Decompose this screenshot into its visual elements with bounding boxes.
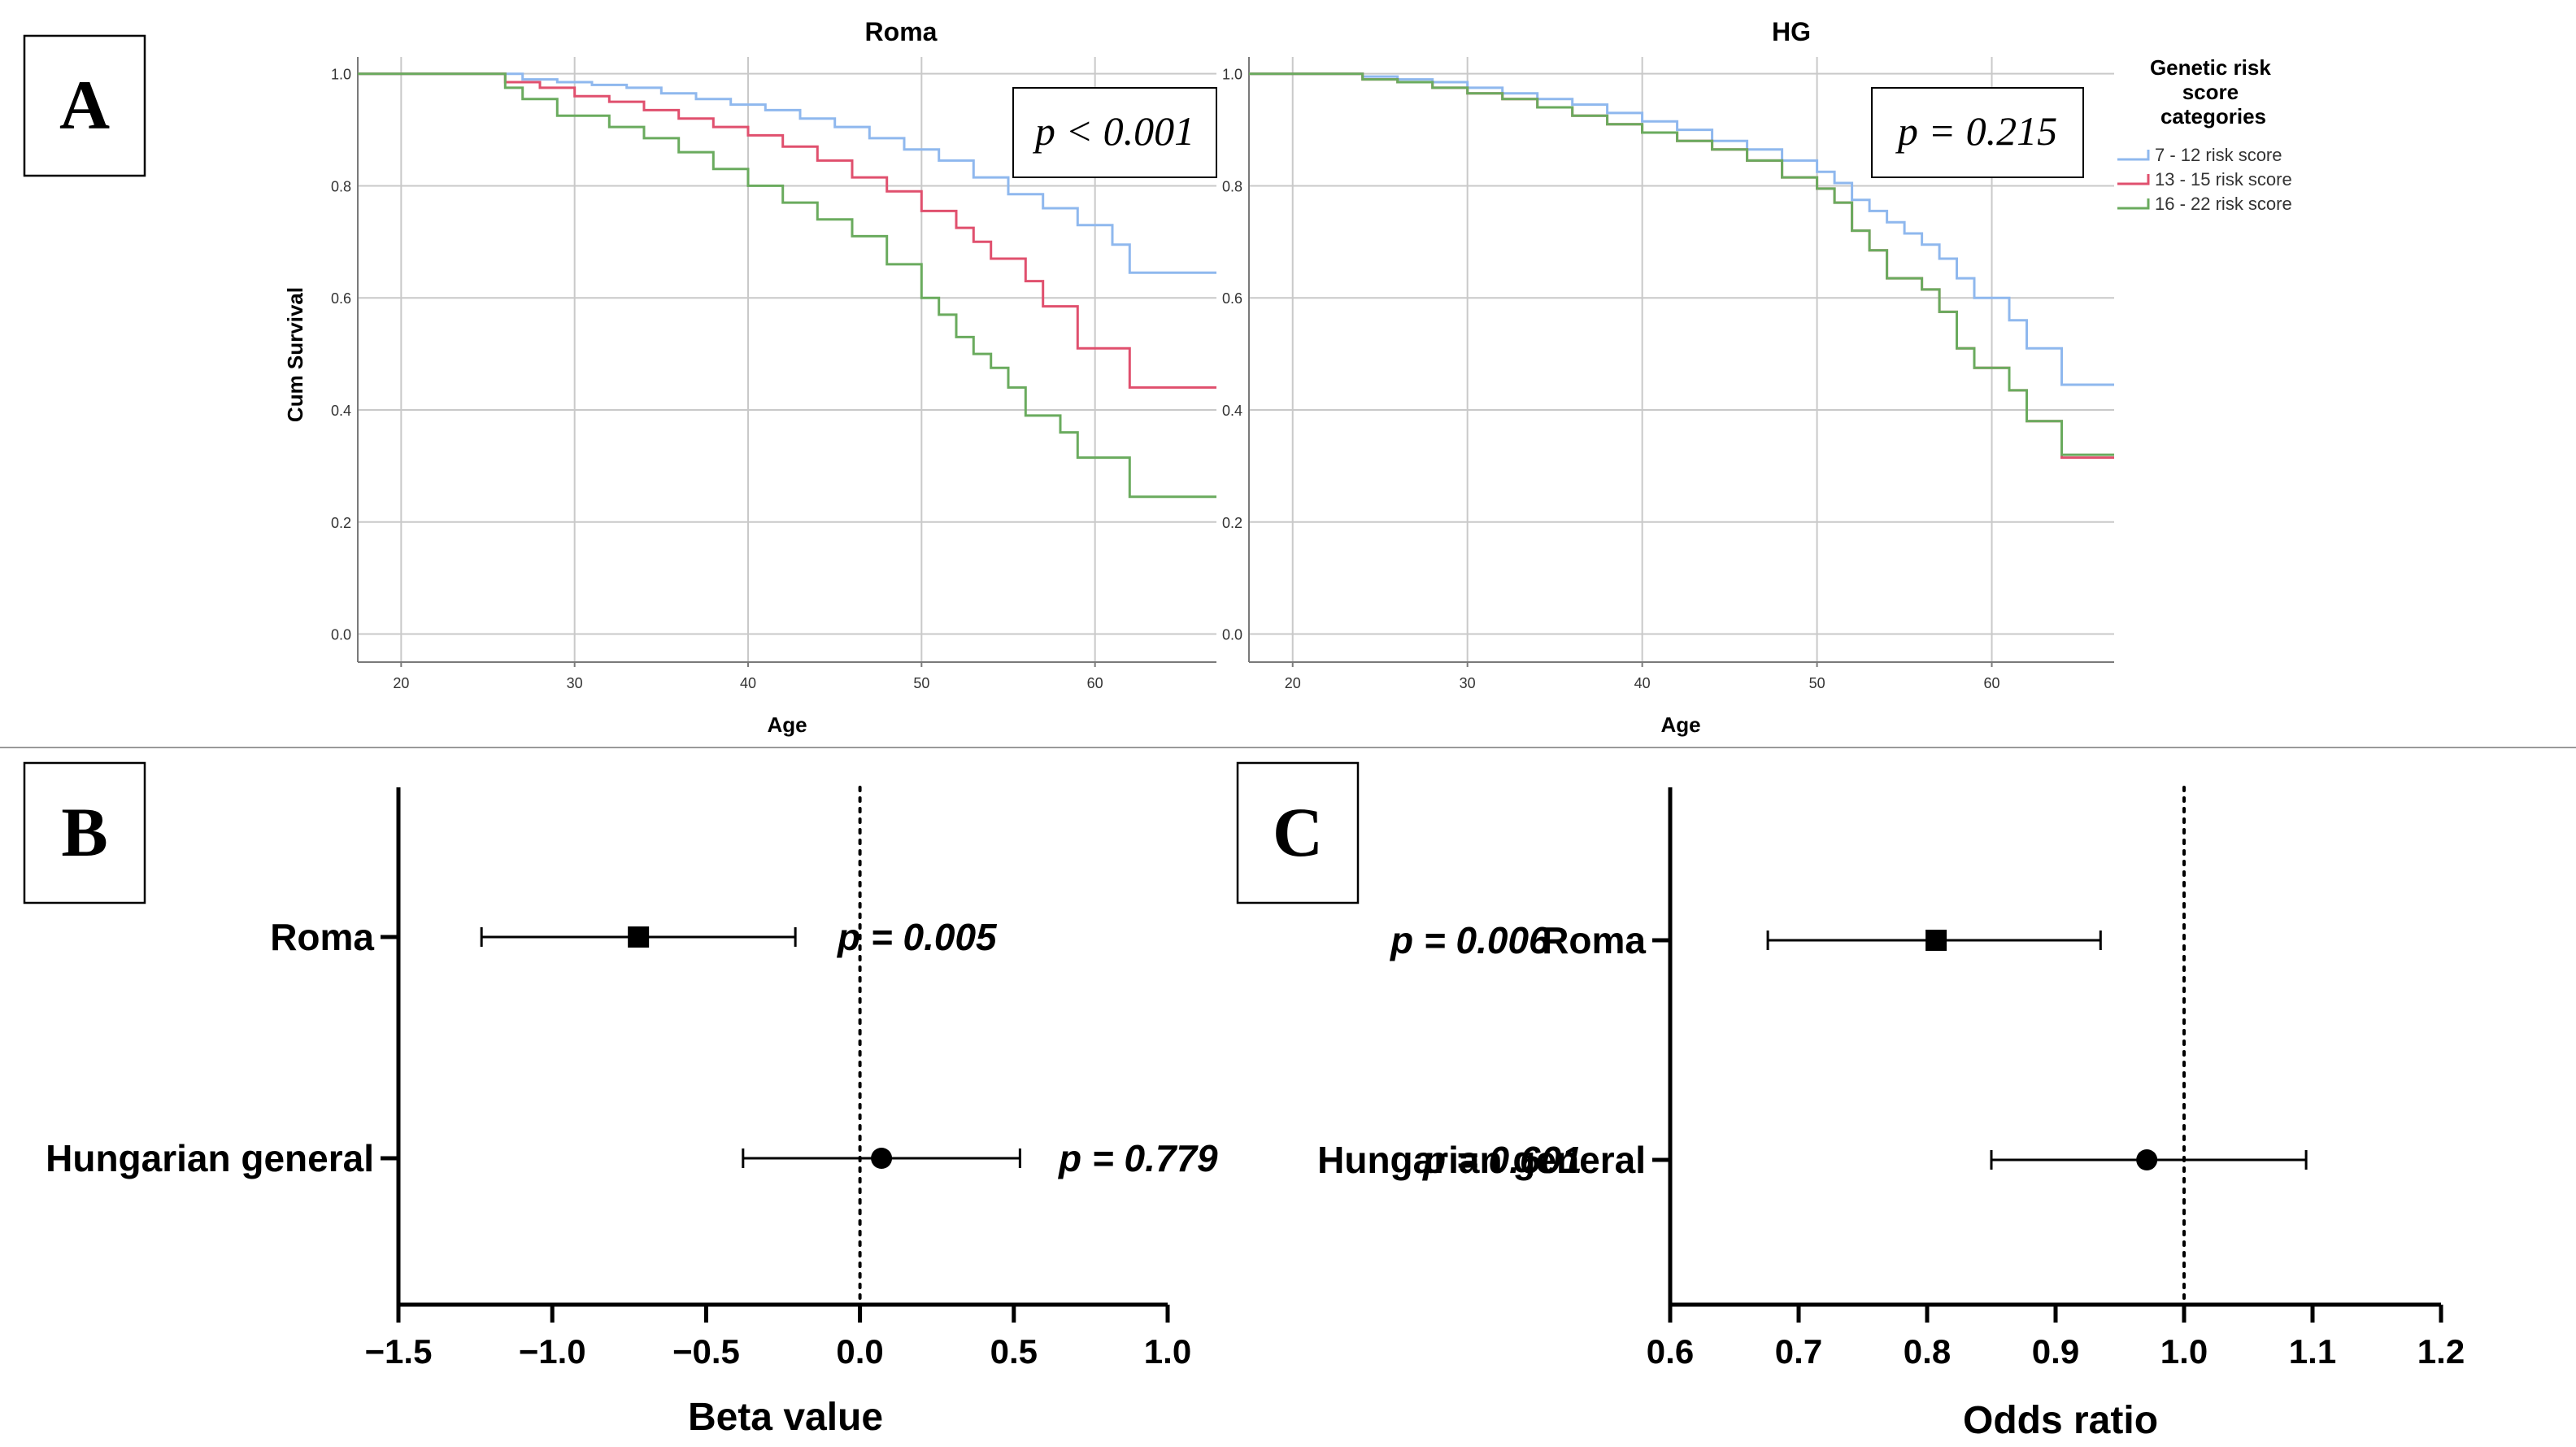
km-roma-grid — [357, 57, 1216, 663]
panel-c-label: C — [1273, 793, 1323, 871]
panel-b-label: B — [61, 793, 107, 871]
km-hg-ticks: 0.0 0.2 0.4 0.6 0.8 1.0 20 30 40 50 60 — [1222, 67, 2000, 691]
forest-point-square — [628, 926, 650, 948]
km-xtick-label: 40 — [1634, 675, 1651, 691]
km-hg-grid — [1248, 57, 2114, 663]
panel-a-label-box — [23, 34, 146, 177]
forest-point-circle — [871, 1148, 893, 1169]
km-ytick-label: 0.2 — [1222, 515, 1242, 531]
forest-or-ticks: 0.6 0.7 0.8 0.9 1.0 1.1 1.2 — [1647, 938, 2465, 1371]
legend-title: Genetic risk score categories — [2150, 55, 2277, 129]
km-hg-pvalue: p = 0.215 — [1895, 108, 2057, 154]
forest-p-value: p = 0.006 — [1389, 919, 1550, 961]
forest-beta-axes — [396, 786, 1168, 1307]
panel-b-label-box — [23, 761, 146, 904]
forest-xtick-label: 0.5 — [990, 1332, 1038, 1371]
forest-xtick-label: −1.5 — [365, 1332, 433, 1371]
forest-xtick-label: 1.0 — [1144, 1332, 1191, 1371]
panel-b: B Roma p = 0.005 Hungarian general p = 0.77… — [23, 761, 1218, 1439]
km-ytick-label: 0.6 — [331, 290, 351, 307]
km-roma-chart: Roma 0.0 0.2 0.4 0.6 0.8 1.0 20 30 40 50 60 p < 0.… — [283, 17, 1217, 737]
forest-beta-xlabel: Beta value — [688, 1396, 883, 1439]
panel-a-label: A — [59, 66, 110, 144]
km-roma-title: Roma — [865, 17, 938, 46]
forest-xtick-label: 0.8 — [1904, 1332, 1951, 1371]
forest-point-circle — [2136, 1149, 2158, 1170]
km-curve-high — [1249, 72, 2114, 456]
forest-p-value: p = 0.779 — [1057, 1137, 1218, 1179]
km-ytick-label: 1.0 — [331, 67, 351, 83]
forest-xtick-label: 0.0 — [836, 1332, 883, 1371]
km-hg-pvalue-box — [1871, 87, 2084, 178]
forest-xtick-label: 0.6 — [1647, 1332, 1694, 1371]
km-hg-curves — [1249, 72, 2114, 460]
forest-row-label: Hungarian general — [46, 1137, 374, 1179]
forest-xtick-label: 1.0 — [2160, 1332, 2208, 1371]
forest-xtick-label: 1.2 — [2417, 1332, 2465, 1371]
km-legend: Genetic risk score categories 7 - 12 ris… — [2117, 55, 2292, 214]
panel-c-label-box — [1236, 761, 1360, 904]
km-xtick-label: 30 — [1460, 675, 1476, 691]
forest-row-label: Hungarian general — [1317, 1139, 1646, 1181]
km-ytick-label: 0.0 — [1222, 627, 1242, 643]
forest-xtick-label: 1.1 — [2289, 1332, 2336, 1371]
legend-title-line-3: categories — [2160, 104, 2266, 129]
legend-label-high: 16 - 22 risk score — [2155, 194, 2292, 214]
km-roma-pvalue: p < 0.001 — [1033, 108, 1194, 154]
forest-xtick-label: −1.0 — [519, 1332, 586, 1371]
km-roma-xlabel: Age — [767, 713, 807, 737]
km-hg-xlabel: Age — [1660, 713, 1700, 737]
km-roma-pvalue-box — [1012, 87, 1217, 178]
forest-row-label: Roma — [270, 916, 374, 958]
km-ytick-label: 0.4 — [331, 403, 351, 419]
km-ytick-label: 1.0 — [1222, 67, 1242, 83]
km-ytick-label: 0.0 — [331, 627, 351, 643]
km-ytick-label: 0.2 — [331, 515, 351, 531]
km-roma-curves — [358, 72, 1216, 499]
km-curve-mid — [358, 72, 1216, 389]
legend-title-line-2: score — [2182, 80, 2239, 104]
forest-p-value: p = 0.601 — [1421, 1139, 1582, 1181]
km-roma-ticks: 0.0 0.2 0.4 0.6 0.8 1.0 20 30 40 50 60 — [331, 67, 1103, 691]
forest-beta-ticks: −1.5 −1.0 −0.5 0.0 0.5 1.0 — [365, 935, 1191, 1371]
km-xtick-label: 40 — [740, 675, 756, 691]
forest-or-xlabel: Odds ratio — [1963, 1399, 2158, 1442]
km-roma-ylabel: Cum Survival — [283, 287, 307, 422]
km-ytick-label: 0.4 — [1222, 403, 1242, 419]
km-xtick-label: 60 — [1984, 675, 2000, 691]
legend-swatch-mid — [2117, 174, 2150, 185]
km-curve-low — [358, 72, 1216, 274]
km-ytick-label: 0.6 — [1222, 290, 1242, 307]
forest-beta-rows: Roma p = 0.005 Hungarian general p = 0.779 — [46, 916, 1218, 1179]
legend-swatch-low — [2117, 150, 2150, 161]
km-xtick-label: 50 — [913, 675, 929, 691]
panel-a: A Roma 0.0 0.2 0.4 0.6 0.8 1.0 20 30 40 50 60 p < … — [23, 17, 2292, 737]
km-xtick-label: 30 — [567, 675, 583, 691]
forest-p-value: p = 0.005 — [836, 916, 998, 958]
km-xtick-label: 20 — [1285, 675, 1301, 691]
km-hg-title: HG — [1772, 17, 1811, 46]
legend-label-mid: 13 - 15 risk score — [2155, 169, 2292, 190]
forest-row-label: Roma — [1542, 919, 1646, 961]
forest-xtick-label: −0.5 — [672, 1332, 740, 1371]
forest-xtick-label: 0.7 — [1775, 1332, 1822, 1371]
legend-title-line-1: Genetic risk — [2150, 55, 2271, 80]
legend-swatch-high — [2117, 198, 2150, 210]
forest-xtick-label: 0.9 — [2032, 1332, 2079, 1371]
km-hg-chart: HG 0.0 0.2 0.4 0.6 0.8 1.0 20 30 40 50 60 p = 0.21… — [1222, 17, 2114, 737]
km-xtick-label: 20 — [393, 675, 409, 691]
km-xtick-label: 50 — [1809, 675, 1825, 691]
forest-point-square — [1925, 930, 1947, 951]
km-xtick-label: 60 — [1087, 675, 1103, 691]
km-ytick-label: 0.8 — [331, 178, 351, 194]
km-curve-high — [358, 72, 1216, 499]
km-ytick-label: 0.8 — [1222, 178, 1242, 194]
legend-label-low: 7 - 12 risk score — [2155, 145, 2282, 165]
